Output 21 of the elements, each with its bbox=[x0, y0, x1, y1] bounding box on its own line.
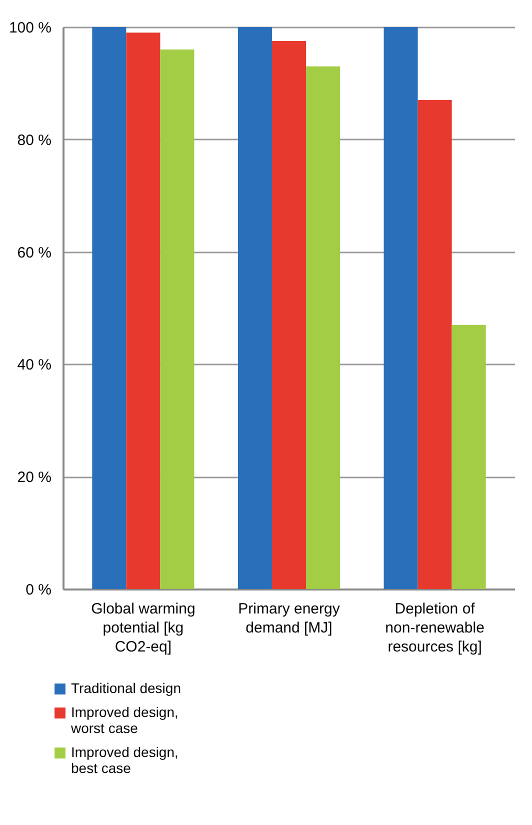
y-tick-label: 80 % bbox=[17, 132, 52, 149]
x-tick-label: Primary energy demand [MJ] bbox=[238, 600, 340, 636]
bar bbox=[272, 41, 306, 589]
bar bbox=[306, 66, 340, 589]
x-tick-label: Depletion of non-renewable resources [kg] bbox=[385, 600, 484, 656]
bar bbox=[452, 324, 486, 589]
bar bbox=[418, 100, 452, 589]
legend-label: Improved design, best case bbox=[71, 744, 178, 776]
bar bbox=[384, 27, 418, 589]
y-tick-label: 20 % bbox=[17, 469, 52, 486]
y-tick-label: 60 % bbox=[17, 244, 52, 262]
bar bbox=[92, 27, 126, 589]
x-tick-label: Global warming potential [kg CO2-eq] bbox=[91, 600, 196, 656]
y-tick-label: 0 % bbox=[26, 582, 52, 598]
legend-label: Improved design, worst case bbox=[70, 704, 178, 736]
legend-label: Traditional design bbox=[71, 680, 181, 696]
bar bbox=[126, 32, 160, 589]
bar bbox=[160, 49, 194, 589]
bar bbox=[238, 27, 272, 589]
y-tick-label: 100 % bbox=[8, 20, 52, 36]
y-tick-label: 40 % bbox=[17, 356, 52, 374]
